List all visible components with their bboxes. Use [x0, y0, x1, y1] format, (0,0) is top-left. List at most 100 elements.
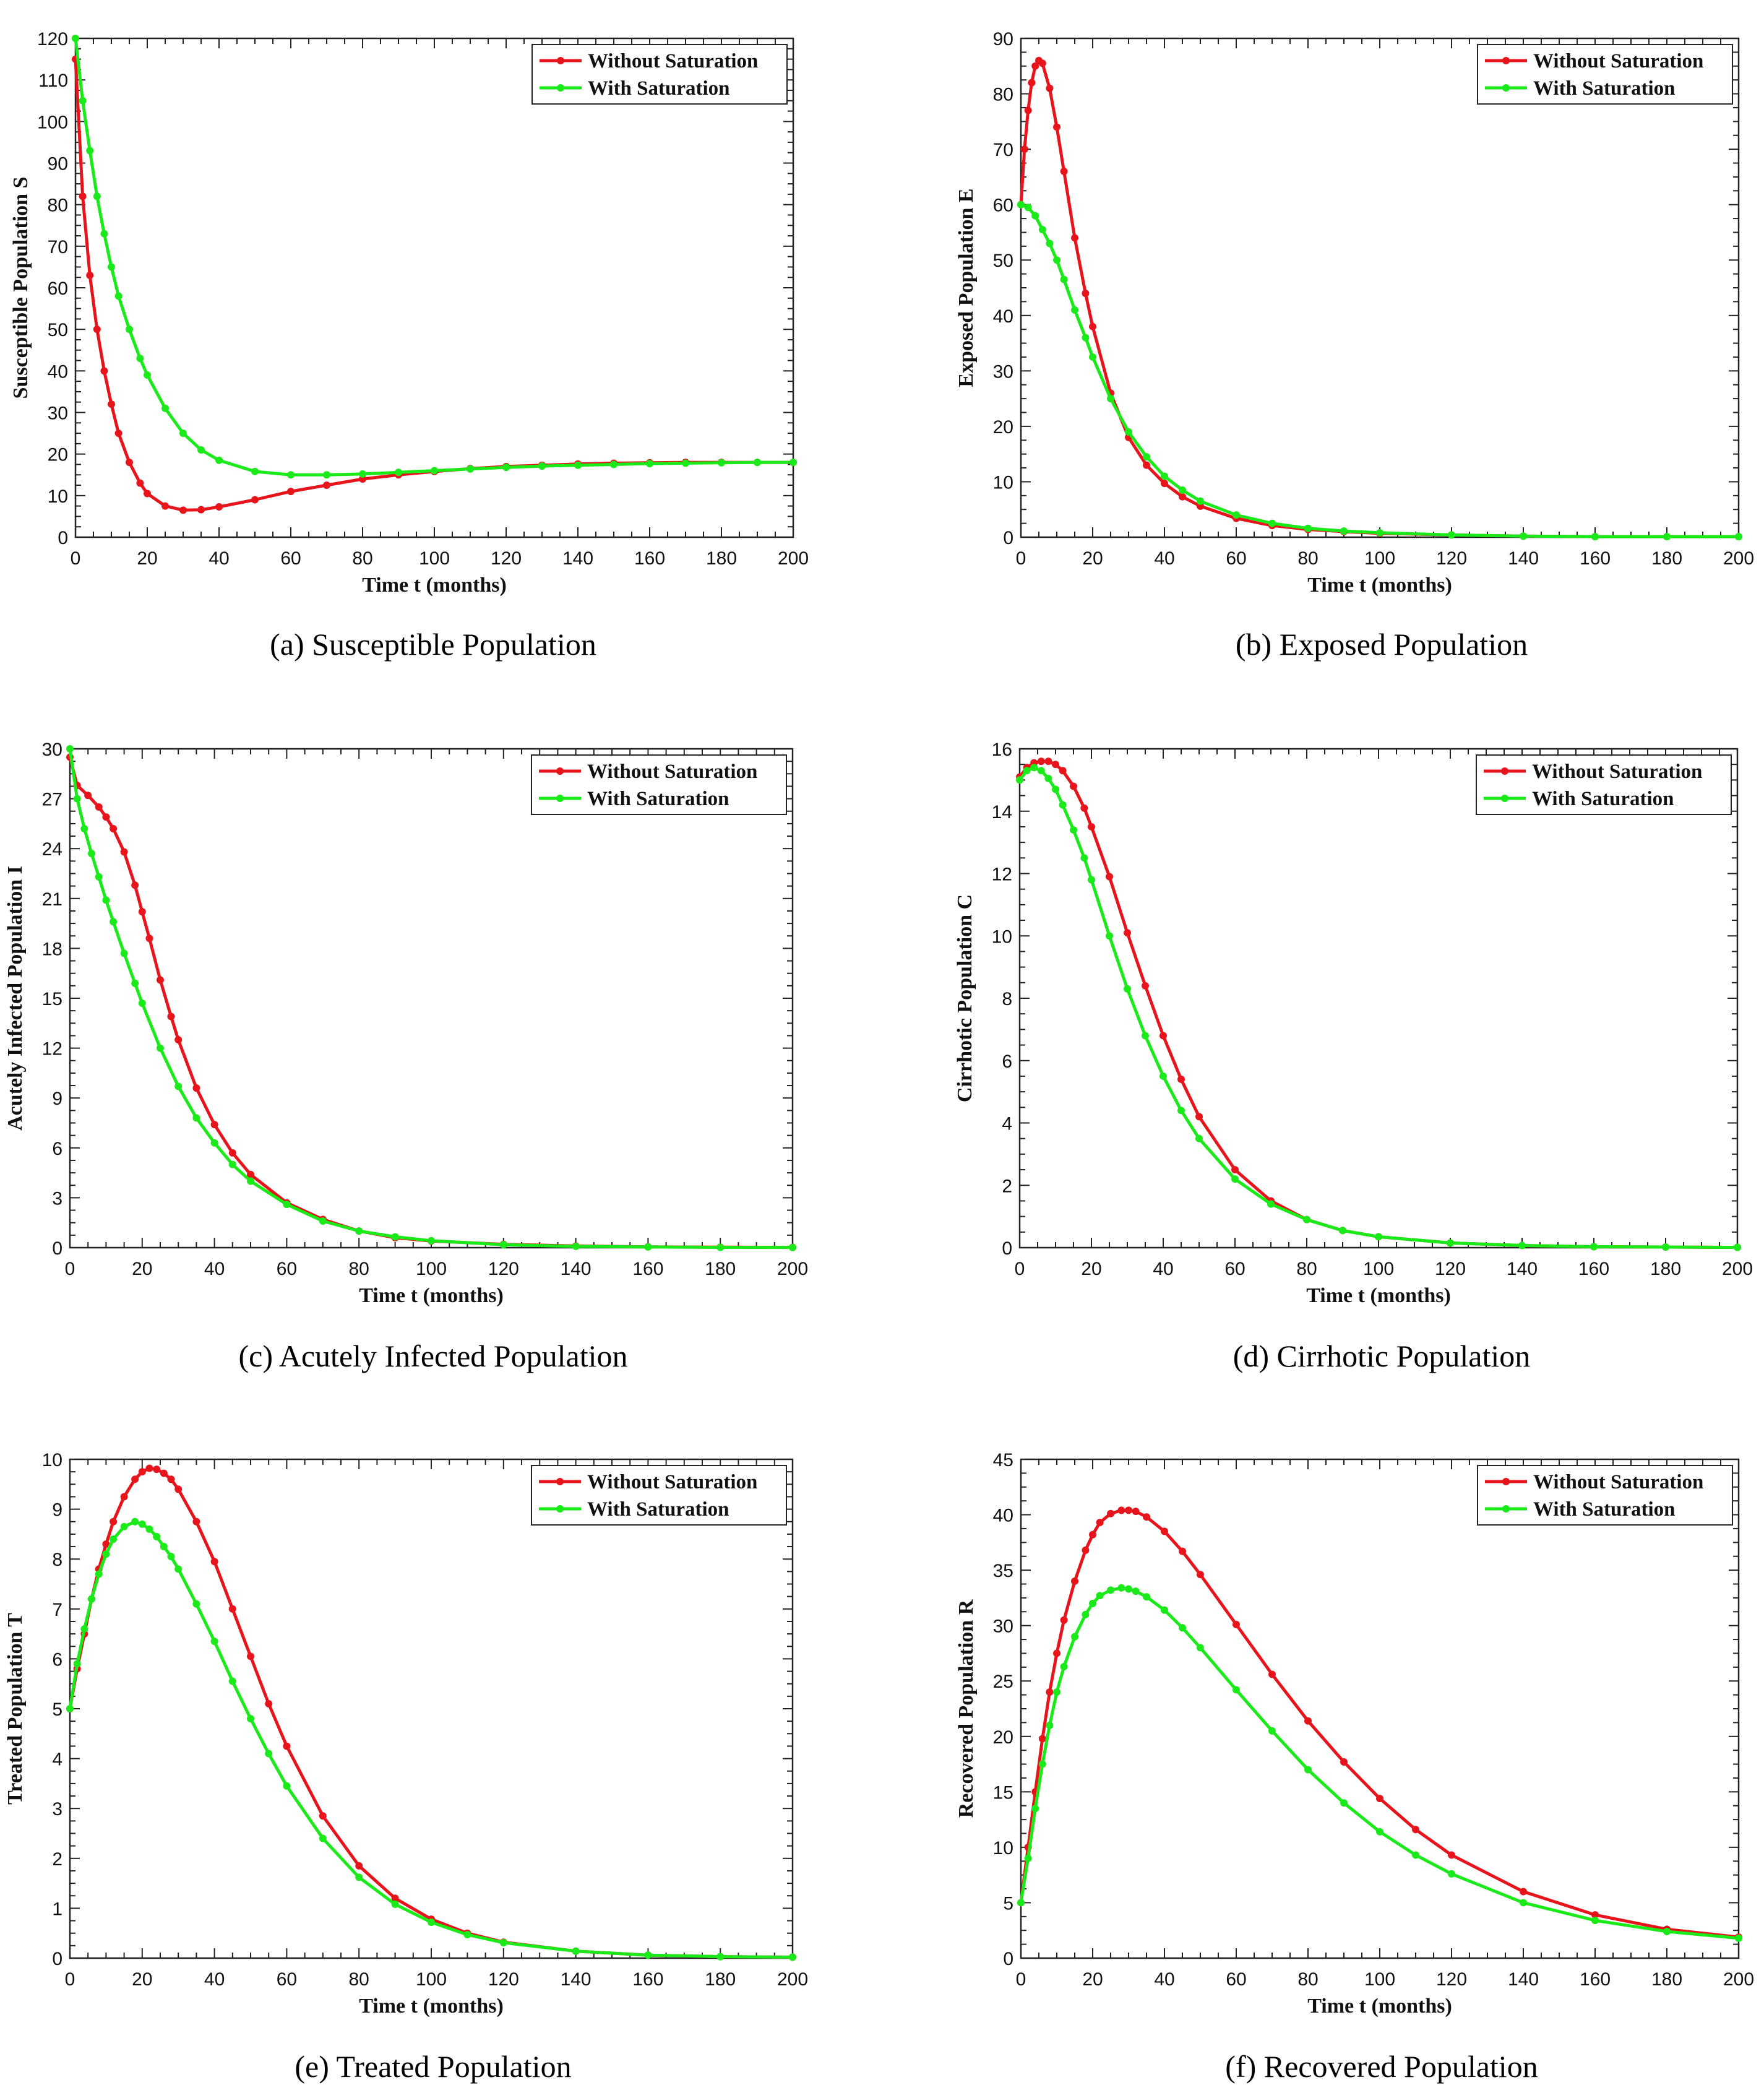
x-tick-label: 20 — [1081, 1259, 1101, 1279]
plot-frame — [69, 1458, 794, 1959]
y-tick-label: 18 — [42, 939, 62, 959]
x-tick-label: 20 — [137, 548, 157, 569]
y-tick-label: 40 — [993, 306, 1013, 327]
data-point — [1059, 801, 1067, 809]
y-tick-label: 6 — [1002, 1051, 1012, 1072]
x-tick-label: 60 — [1226, 548, 1246, 569]
legend-box — [531, 754, 787, 815]
data-point — [265, 1699, 273, 1707]
data-point — [1179, 486, 1186, 494]
plot-frame — [74, 37, 794, 538]
data-point — [1046, 240, 1054, 248]
x-tick-label: 100 — [1364, 1969, 1395, 1990]
data-point — [215, 503, 223, 511]
y-tick-label: 2 — [52, 1849, 62, 1870]
data-point — [1038, 1735, 1046, 1743]
y-axis-label: Acutely Infected Population I — [4, 866, 27, 1131]
data-point — [1375, 1233, 1382, 1241]
data-point — [93, 192, 101, 201]
data-point — [138, 1520, 146, 1528]
data-point — [136, 479, 144, 487]
x-tick-label: 60 — [277, 1259, 297, 1279]
y-tick-label: 35 — [993, 1561, 1013, 1581]
data-point — [126, 459, 133, 467]
y-tick-label: 15 — [42, 989, 62, 1009]
y-tick-label: 12 — [42, 1039, 62, 1060]
legend-marker — [556, 767, 564, 775]
legend-box — [1477, 44, 1733, 105]
data-point — [1233, 511, 1240, 519]
data-point — [1028, 79, 1036, 87]
y-tick-label: 0 — [52, 1949, 62, 1969]
data-point — [197, 506, 205, 514]
data-point — [1376, 1828, 1383, 1836]
legend: Without Saturation With Saturation — [531, 1465, 787, 1526]
y-tick-label: 12 — [992, 865, 1012, 885]
legend-box — [1476, 754, 1732, 815]
y-tick-label: 3 — [52, 1799, 62, 1820]
legend-box — [531, 1465, 787, 1526]
data-point — [1143, 1593, 1150, 1601]
y-tick-label: 20 — [993, 417, 1013, 438]
data-point — [1197, 497, 1204, 505]
data-point — [84, 792, 92, 800]
data-point — [1143, 461, 1150, 469]
y-axis-label: Treated Population T — [4, 1613, 27, 1805]
data-point — [716, 1953, 725, 1961]
data-point — [88, 1595, 96, 1603]
x-tick-label: 20 — [132, 1259, 152, 1279]
data-point — [682, 459, 689, 467]
data-point — [1107, 1509, 1114, 1517]
x-tick-label: 0 — [1015, 1259, 1025, 1279]
x-tick-label: 20 — [1082, 1969, 1103, 1990]
caption-d: (d) Cirrhotic Population — [1233, 1339, 1531, 1373]
data-point — [144, 490, 151, 498]
data-point — [323, 471, 330, 479]
data-point — [1412, 1826, 1419, 1834]
data-point — [1096, 1592, 1104, 1600]
legend-marker — [1501, 767, 1508, 775]
data-point — [1376, 1795, 1383, 1803]
x-tick-label: 80 — [1297, 548, 1318, 569]
data-point — [1233, 1686, 1240, 1694]
legend-box — [1477, 1465, 1733, 1526]
x-tick-label: 160 — [1580, 1969, 1611, 1990]
data-point — [789, 1953, 796, 1961]
data-point — [131, 979, 139, 987]
data-point — [1024, 204, 1032, 212]
y-tick-label: 50 — [993, 251, 1013, 271]
data-point — [167, 1553, 175, 1561]
y-tick-label: 40 — [48, 361, 68, 382]
data-point — [80, 1625, 88, 1633]
data-point — [161, 502, 169, 510]
data-point — [167, 1475, 175, 1483]
data-point — [1037, 767, 1045, 775]
data-point — [66, 1705, 74, 1712]
data-point — [157, 1044, 164, 1052]
data-point — [138, 1468, 146, 1476]
data-point — [1231, 1175, 1239, 1183]
data-point — [1082, 289, 1090, 297]
y-tick-label: 15 — [993, 1782, 1013, 1803]
x-tick-label: 0 — [65, 1259, 75, 1279]
x-tick-label: 0 — [1016, 1969, 1026, 1990]
data-point — [210, 1139, 218, 1147]
x-tick-label: 140 — [561, 1969, 592, 1990]
data-point — [1735, 533, 1742, 541]
data-point — [247, 1177, 254, 1185]
x-tick-label: 200 — [778, 548, 809, 569]
y-tick-label: 14 — [992, 802, 1012, 822]
legend: Without Saturation With Saturation — [1477, 1465, 1733, 1526]
data-point — [1231, 1166, 1239, 1174]
data-point — [1117, 1584, 1125, 1592]
caption-c: (c) Acutely Infected Population — [238, 1339, 628, 1373]
legend-label: With Saturation — [587, 788, 729, 810]
data-point — [1088, 876, 1095, 884]
legend-label: Without Saturation — [587, 1471, 757, 1493]
y-axis-label: Cirrhotic Population C — [953, 894, 976, 1102]
data-point — [1053, 256, 1061, 264]
legend-marker — [556, 1505, 564, 1513]
x-tick-label: 200 — [777, 1969, 808, 1990]
y-tick-label: 20 — [48, 445, 68, 465]
